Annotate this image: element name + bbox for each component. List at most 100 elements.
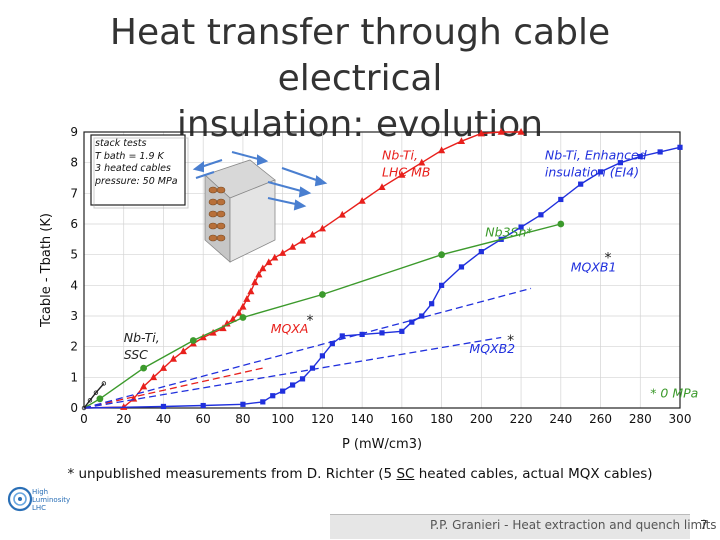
chart-annotation: *	[307, 313, 314, 329]
data-marker-triangle	[418, 158, 426, 166]
x-tick-label: 300	[669, 412, 692, 426]
data-marker-triangle	[358, 197, 366, 204]
data-marker-square	[558, 196, 564, 203]
chart-annotation: Nb3Sn*	[485, 224, 532, 239]
x-tick-label: 80	[235, 412, 250, 426]
chart-annotation: *	[507, 333, 514, 349]
data-marker-triangle	[229, 315, 237, 322]
y-tick-label: 3	[70, 309, 78, 323]
chart-annotation: *	[605, 250, 612, 266]
data-marker-triangle	[219, 324, 227, 332]
y-tick-label: 8	[70, 156, 78, 170]
x-tick-label: 220	[510, 412, 533, 426]
data-marker-circle	[438, 251, 445, 259]
footnote-sc: SC	[396, 466, 415, 482]
chart-annotation: LHC MB	[382, 164, 430, 179]
y-tick-label: 1	[70, 370, 78, 384]
data-marker-small-circle	[81, 405, 87, 411]
data-marker-triangle	[120, 403, 128, 410]
series-line-4	[83, 287, 532, 409]
chart-annotation: insulation (EI4)	[545, 164, 639, 179]
data-marker-square	[657, 149, 663, 155]
data-marker-triangle	[149, 373, 158, 381]
data-marker-triangle	[271, 253, 279, 261]
data-marker-triangle	[259, 264, 267, 272]
data-marker-square	[429, 301, 435, 307]
y-tick-label: 6	[70, 217, 78, 231]
chart-annotation: Nb-Ti, Enhanced	[545, 148, 647, 163]
series-line-6	[83, 383, 105, 409]
data-marker-triangle	[378, 183, 386, 190]
chart-annotation: MQXA	[271, 321, 309, 336]
legend-line: pressure: 50 MPa	[95, 175, 178, 187]
x-tick-label: 140	[351, 412, 374, 426]
chart-annotation: Nb-Ti,	[382, 148, 418, 163]
data-marker-triangle	[159, 364, 168, 371]
heat-transfer-chart: 0 20 40 60 80 100 120 140 160 180 200 220 240 260 280 3…	[39, 125, 698, 452]
series-layer	[81, 128, 683, 411]
chart-annotation: SSC	[124, 347, 148, 362]
y-tick-label: 4	[70, 278, 78, 292]
x-tick-label: 20	[116, 412, 131, 426]
data-marker-small-circle	[87, 398, 93, 403]
chart-annotation: Nb-Ti,	[124, 330, 160, 345]
data-marker-triangle	[243, 295, 251, 302]
footnote-prefix: * unpublished measurements from D. Richt…	[67, 466, 397, 482]
data-marker-square	[240, 401, 246, 407]
data-marker-square	[260, 399, 266, 405]
slide-title-line-1: Heat transfer through cable electrical	[109, 12, 611, 99]
data-marker-triangle	[517, 128, 525, 135]
data-marker-triangle	[265, 258, 273, 266]
data-marker-triangle	[209, 328, 217, 336]
data-marker-triangle	[438, 146, 446, 154]
data-marker-square	[160, 403, 167, 410]
x-tick-label: 180	[430, 412, 453, 426]
y-tick-label: 7	[70, 186, 78, 200]
data-marker-triangle	[497, 128, 505, 135]
data-marker-square	[319, 353, 325, 359]
x-tick-label: 280	[629, 412, 652, 426]
x-axis-label: P (mW/cm3)	[342, 437, 422, 452]
series-line-0	[83, 131, 522, 409]
footer-text: P.P. Granieri - Heat extraction and quen…	[430, 518, 717, 532]
data-marker-triangle	[318, 224, 326, 232]
chart-annotation: MQXB2	[469, 341, 515, 356]
legend-text: stack tests T bath = 1.9 K 3 heated cabl…	[95, 138, 183, 188]
axes-layer: 0 20 40 60 80 100 120 140 160 180 200 220 240 260 280 3…	[39, 125, 691, 452]
data-marker-square	[290, 382, 296, 388]
data-marker-square	[359, 331, 365, 337]
x-tick-label: 100	[271, 412, 294, 426]
data-marker-triangle	[398, 170, 406, 178]
data-marker-square	[379, 330, 385, 336]
data-marker-square	[329, 341, 335, 347]
data-marker-triangle	[235, 308, 243, 316]
x-tick-label: 160	[390, 412, 413, 426]
series-line-5	[83, 336, 502, 409]
x-tick-label: 240	[549, 412, 572, 426]
data-marker-square	[309, 365, 316, 371]
data-marker-triangle	[298, 236, 307, 244]
data-marker-square	[617, 160, 623, 166]
logo-line: High	[32, 488, 49, 496]
slide-title: Heat transfer through cable electrical i…	[30, 10, 690, 148]
plot-frame	[83, 131, 681, 409]
data-marker-square	[280, 388, 286, 394]
page-number: 7	[700, 518, 708, 532]
data-marker-square	[478, 249, 484, 255]
data-marker-circle	[189, 337, 197, 344]
data-marker-square	[270, 393, 276, 399]
legend-line: T bath = 1.9 K	[95, 150, 164, 162]
x-tick-label: 60	[196, 412, 211, 426]
data-marker-triangle	[477, 129, 485, 137]
logo-line: Luminosity	[32, 496, 71, 504]
legend-frame	[90, 134, 186, 206]
data-marker-triangle	[457, 137, 466, 144]
y-tick-label: 5	[70, 248, 78, 262]
data-marker-triangle	[169, 354, 177, 362]
data-marker-triangle	[239, 302, 247, 310]
data-marker-circle	[140, 364, 148, 372]
data-marker-square	[339, 333, 345, 339]
x-tick-label: 40	[156, 412, 171, 426]
data-marker-square	[200, 402, 206, 409]
footnote: * unpublished measurements from D. Richt…	[0, 466, 720, 482]
